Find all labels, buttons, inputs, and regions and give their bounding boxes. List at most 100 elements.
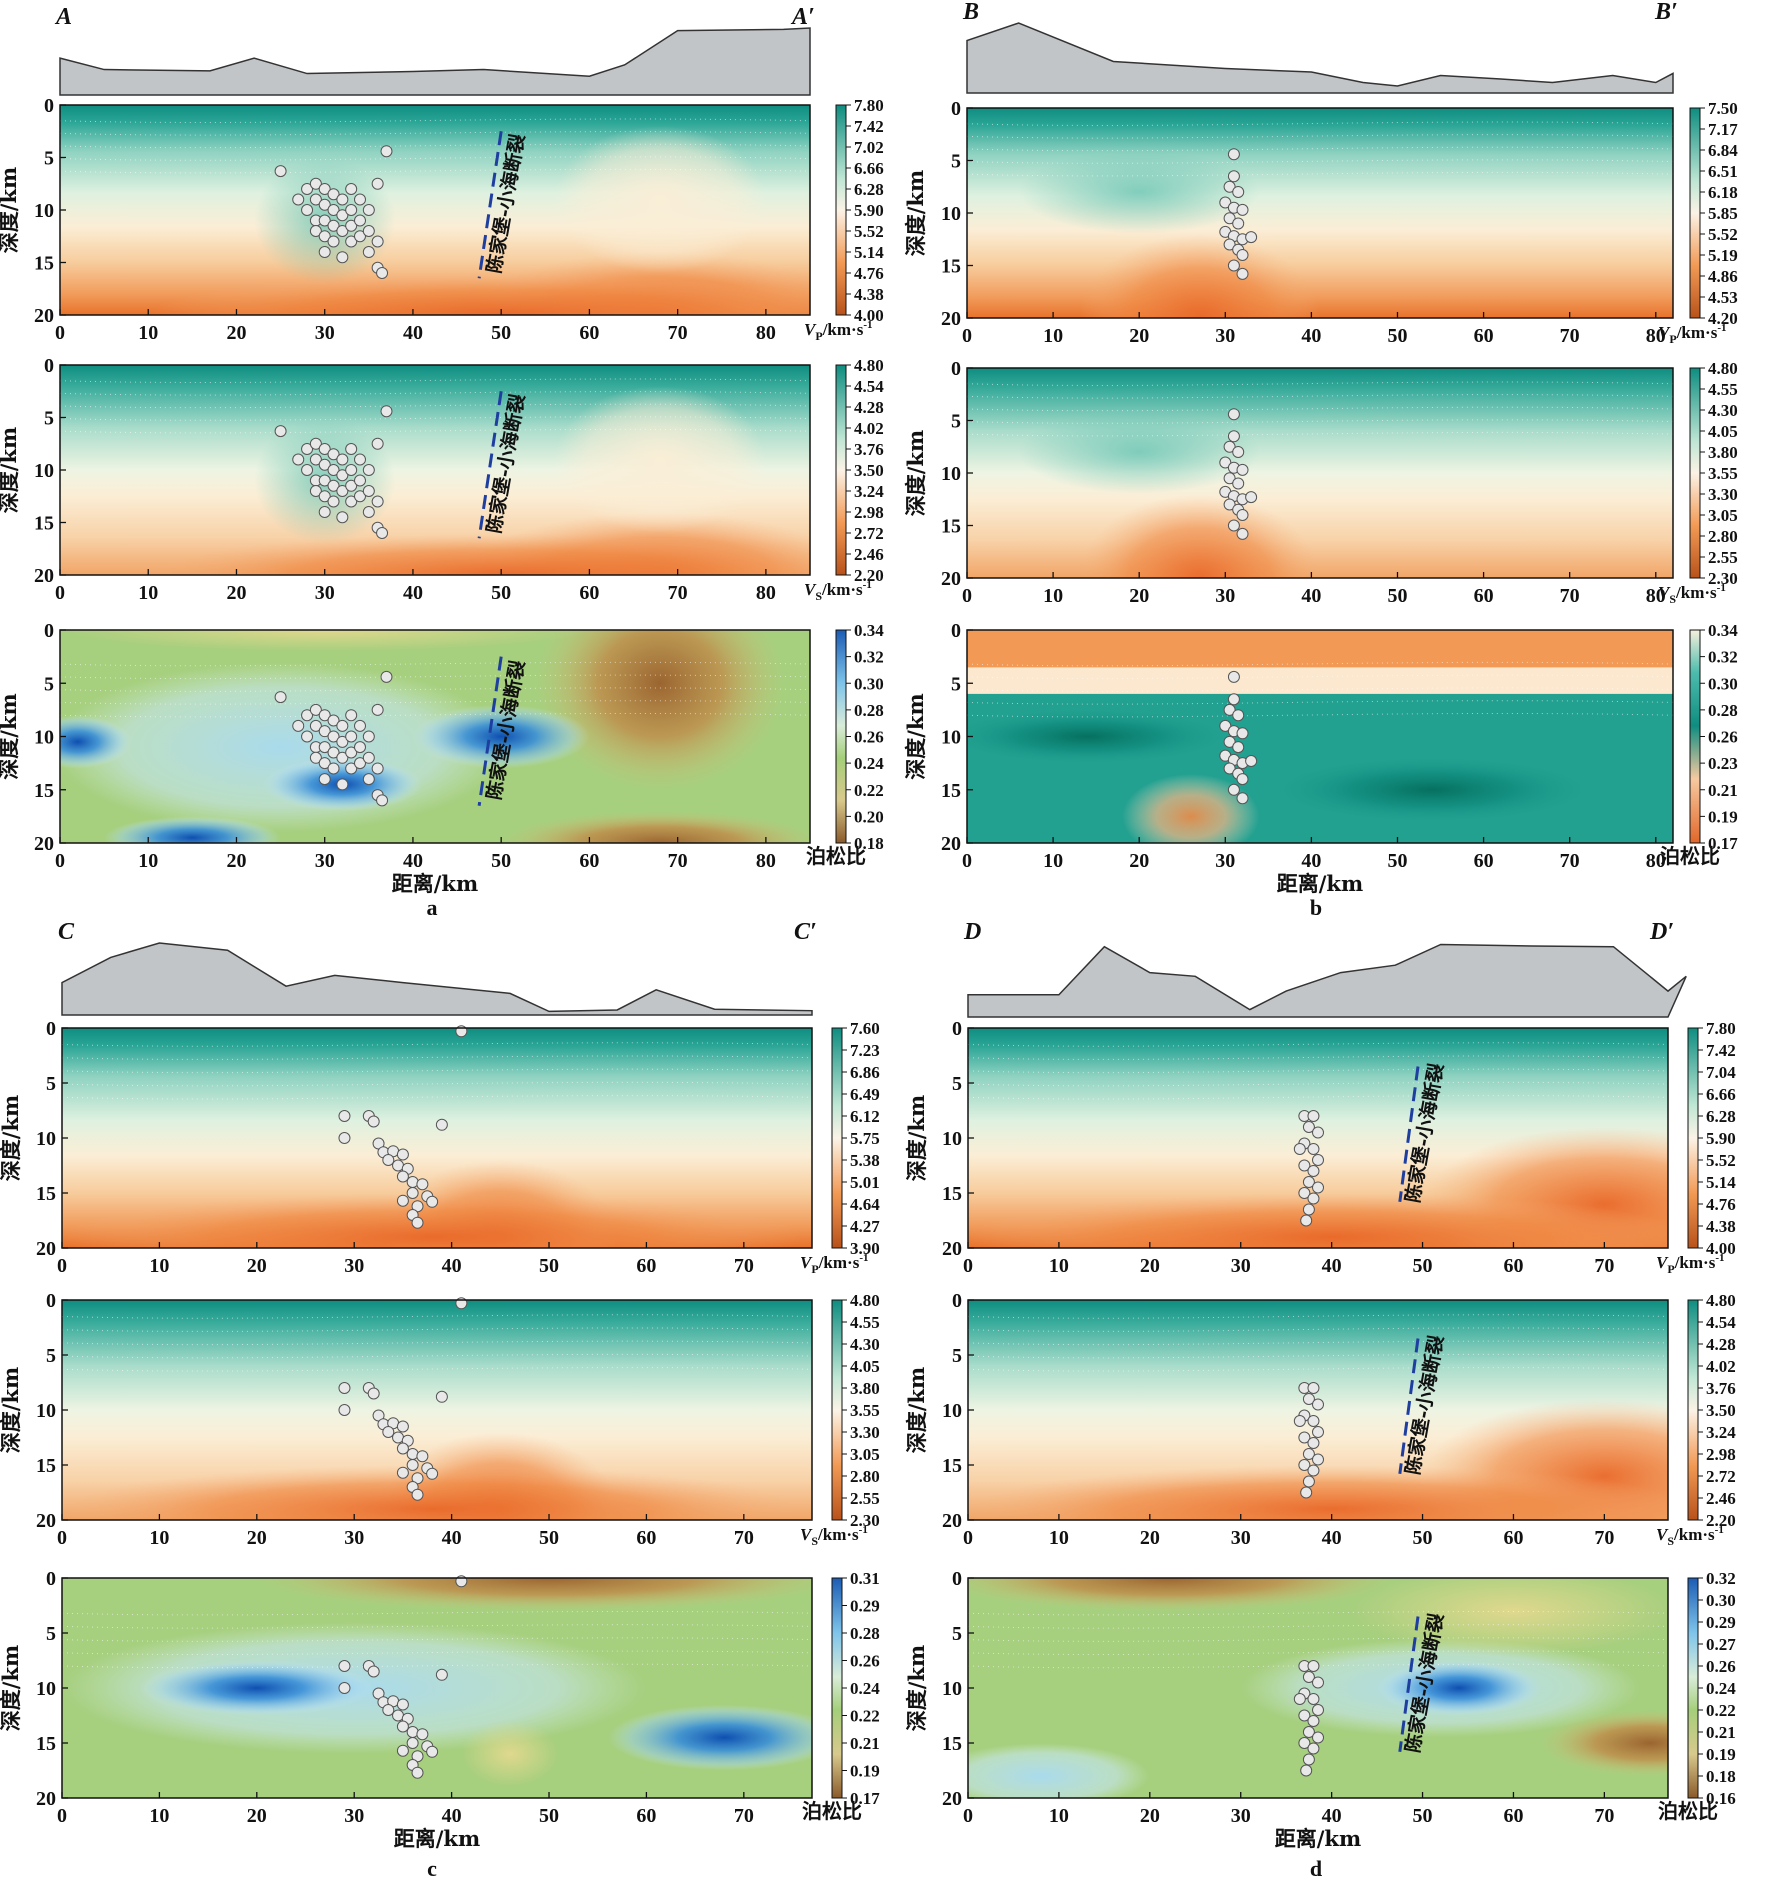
x-tick-label: 80 (756, 582, 776, 604)
colorbar-tick-label: 3.55 (850, 1401, 880, 1420)
earthquake-marker (318, 246, 331, 258)
contour-line (60, 712, 810, 718)
y-tick-label: 10 (34, 200, 54, 222)
earthquake-marker (345, 762, 358, 775)
earthquake-marker (318, 458, 331, 471)
contour-line (62, 1624, 812, 1629)
colorbar-tick-label: 0.30 (854, 674, 884, 693)
earthquake-marker (1312, 1154, 1324, 1166)
vp-field (60, 105, 810, 315)
contour-line (62, 1055, 812, 1060)
earthquake-marker (396, 1148, 409, 1161)
earthquake-marker (1219, 719, 1232, 732)
fault-trace (1398, 1338, 1420, 1474)
earthquake-marker (362, 485, 375, 497)
y-tick-label: 0 (44, 95, 54, 117)
earthquake-marker (382, 1704, 395, 1716)
earthquake-marker (1302, 1475, 1315, 1488)
x-tick-label: 50 (539, 1527, 559, 1549)
x-tick-label: 70 (668, 322, 688, 344)
vs-field (967, 368, 1673, 578)
high-poisson-zone (501, 811, 810, 843)
contour-line (967, 381, 1673, 386)
earthquake-marker (1232, 709, 1245, 722)
low-poisson-zone (968, 1743, 1150, 1798)
earthquake-marker (1223, 472, 1236, 485)
colorbar (1687, 1027, 1699, 1249)
earthquake-marker (1307, 1715, 1320, 1727)
y-tick-label: 5 (44, 148, 54, 170)
earthquake-marker (1245, 231, 1258, 244)
x-tick-label: 80 (1646, 850, 1666, 872)
colorbar-tick-label: 4.02 (854, 419, 884, 438)
earthquake-marker (1245, 491, 1258, 504)
colorbar-tick-label: 7.02 (854, 138, 884, 157)
earthquake-marker (1298, 1187, 1311, 1199)
y-tick-label: 20 (36, 1510, 56, 1532)
y-tick-label: 20 (36, 1238, 56, 1260)
x-tick-label: 60 (1474, 850, 1494, 872)
x-tick-label: 20 (247, 1255, 267, 1277)
earthquake-marker (292, 719, 305, 732)
colorbar-tick-label: 0.29 (1706, 1613, 1736, 1632)
colorbar-tick-label: 0.34 (854, 621, 884, 640)
colorbar-tick-label: 3.80 (850, 1379, 880, 1398)
x-tick-label: 60 (1503, 1527, 1523, 1549)
colorbar-tick-label: 4.64 (850, 1195, 880, 1214)
x-tick-label: 10 (1049, 1255, 1069, 1277)
earthquake-marker (1312, 1731, 1324, 1744)
contour-line (60, 687, 810, 692)
y-tick-label: 15 (34, 780, 54, 802)
contour-line (60, 403, 810, 409)
earthquake-marker (406, 1187, 419, 1199)
earthquake-marker (327, 188, 340, 201)
y-axis-label: 深度/km (0, 427, 21, 513)
earthquake-marker (274, 165, 287, 178)
x-tick-label: 70 (734, 1255, 754, 1277)
x-tick-label: 20 (1129, 850, 1149, 872)
x-tick-label: 20 (247, 1805, 267, 1827)
colorbar (1689, 367, 1701, 579)
earthquake-marker (336, 251, 349, 264)
earthquake-marker (1232, 217, 1245, 230)
vp-unit-label: VP/km·s-1 (1658, 322, 1726, 346)
colorbar-tick-label: 4.80 (1706, 1291, 1736, 1310)
y-axis-label: 深度/km (0, 693, 21, 779)
earthquake-marker (318, 757, 331, 770)
earthquake-marker (1223, 238, 1236, 251)
colorbar-tick-label: 4.55 (850, 1313, 880, 1332)
earthquake-marker (309, 177, 322, 190)
x-tick-label: 70 (1560, 850, 1580, 872)
x-tick-label: 20 (226, 322, 246, 344)
earthquake-marker (345, 479, 358, 492)
x-tick-label: 40 (1301, 850, 1321, 872)
y-tick-label: 5 (951, 411, 961, 433)
colorbar (835, 364, 847, 576)
earthquake-marker (309, 453, 322, 466)
y-tick-label: 10 (941, 203, 961, 225)
x-tick-label: 80 (1646, 585, 1666, 607)
contour-line (967, 674, 1673, 680)
earthquake-marker (1307, 1165, 1320, 1177)
earthquake-marker (380, 405, 393, 418)
colorbar-tick-label: 5.19 (1708, 246, 1738, 265)
high-velocity-zone (1078, 494, 1320, 578)
earthquake-marker (1223, 703, 1236, 716)
x-tick-label: 80 (756, 850, 776, 872)
colorbar-tick-label: 0.32 (1706, 1569, 1736, 1588)
earthquake-marker (301, 183, 314, 195)
earthquake-marker (354, 757, 366, 770)
colorbar-tick-label: 5.14 (854, 243, 884, 262)
y-tick-label: 0 (951, 98, 961, 120)
low-velocity-zone (1018, 150, 1260, 234)
contour-line (62, 1353, 812, 1359)
y-tick-label: 15 (942, 1455, 962, 1477)
vp-unit-label: VP/km·s-1 (804, 319, 872, 343)
x-tick-label: 60 (579, 322, 599, 344)
colorbar-tick-label: 4.30 (850, 1335, 880, 1354)
subfigure-label: d (1310, 1856, 1322, 1881)
earthquake-marker (362, 464, 375, 476)
y-tick-label: 20 (36, 1788, 56, 1810)
earthquake-marker (376, 267, 389, 279)
